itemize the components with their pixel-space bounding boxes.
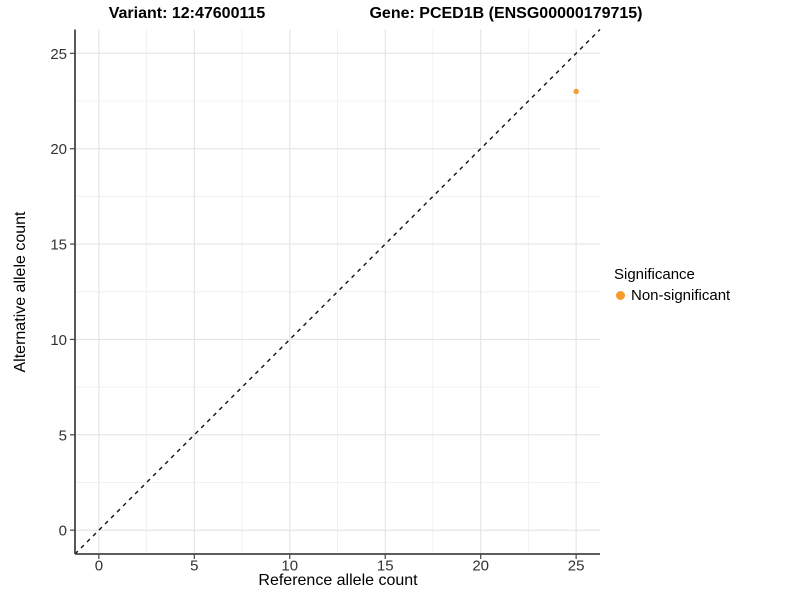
variant-title: Variant: 12:47600115 bbox=[108, 5, 266, 22]
x-tick-label: 20 bbox=[472, 558, 489, 575]
x-tick-label: 25 bbox=[568, 558, 585, 575]
legend-entry-label: Non-significant bbox=[631, 287, 731, 304]
y-tick-label: 5 bbox=[59, 427, 67, 444]
gene-title: Gene: PCED1B (ENSG00000179715) bbox=[369, 5, 643, 22]
y-tick-label: 10 bbox=[50, 332, 67, 349]
x-tick-label: 10 bbox=[281, 558, 298, 575]
x-tick-label: 15 bbox=[377, 558, 394, 575]
y-tick-label: 25 bbox=[50, 46, 67, 63]
legend-point-icon bbox=[616, 291, 625, 300]
legend: Significance Non-significant bbox=[614, 266, 730, 304]
legend-title: Significance bbox=[614, 266, 695, 283]
x-axis-title: Reference allele count bbox=[258, 572, 418, 589]
y-tick-label: 0 bbox=[59, 523, 67, 540]
y-tick-label: 20 bbox=[50, 141, 67, 158]
x-tick-label: 5 bbox=[190, 558, 198, 575]
y-tick-label: 15 bbox=[50, 237, 67, 254]
legend-entry: Non-significant bbox=[614, 287, 730, 304]
x-tick-label: 0 bbox=[95, 558, 103, 575]
data-point bbox=[573, 88, 579, 95]
y-axis-title: Alternative allele count bbox=[12, 211, 29, 373]
